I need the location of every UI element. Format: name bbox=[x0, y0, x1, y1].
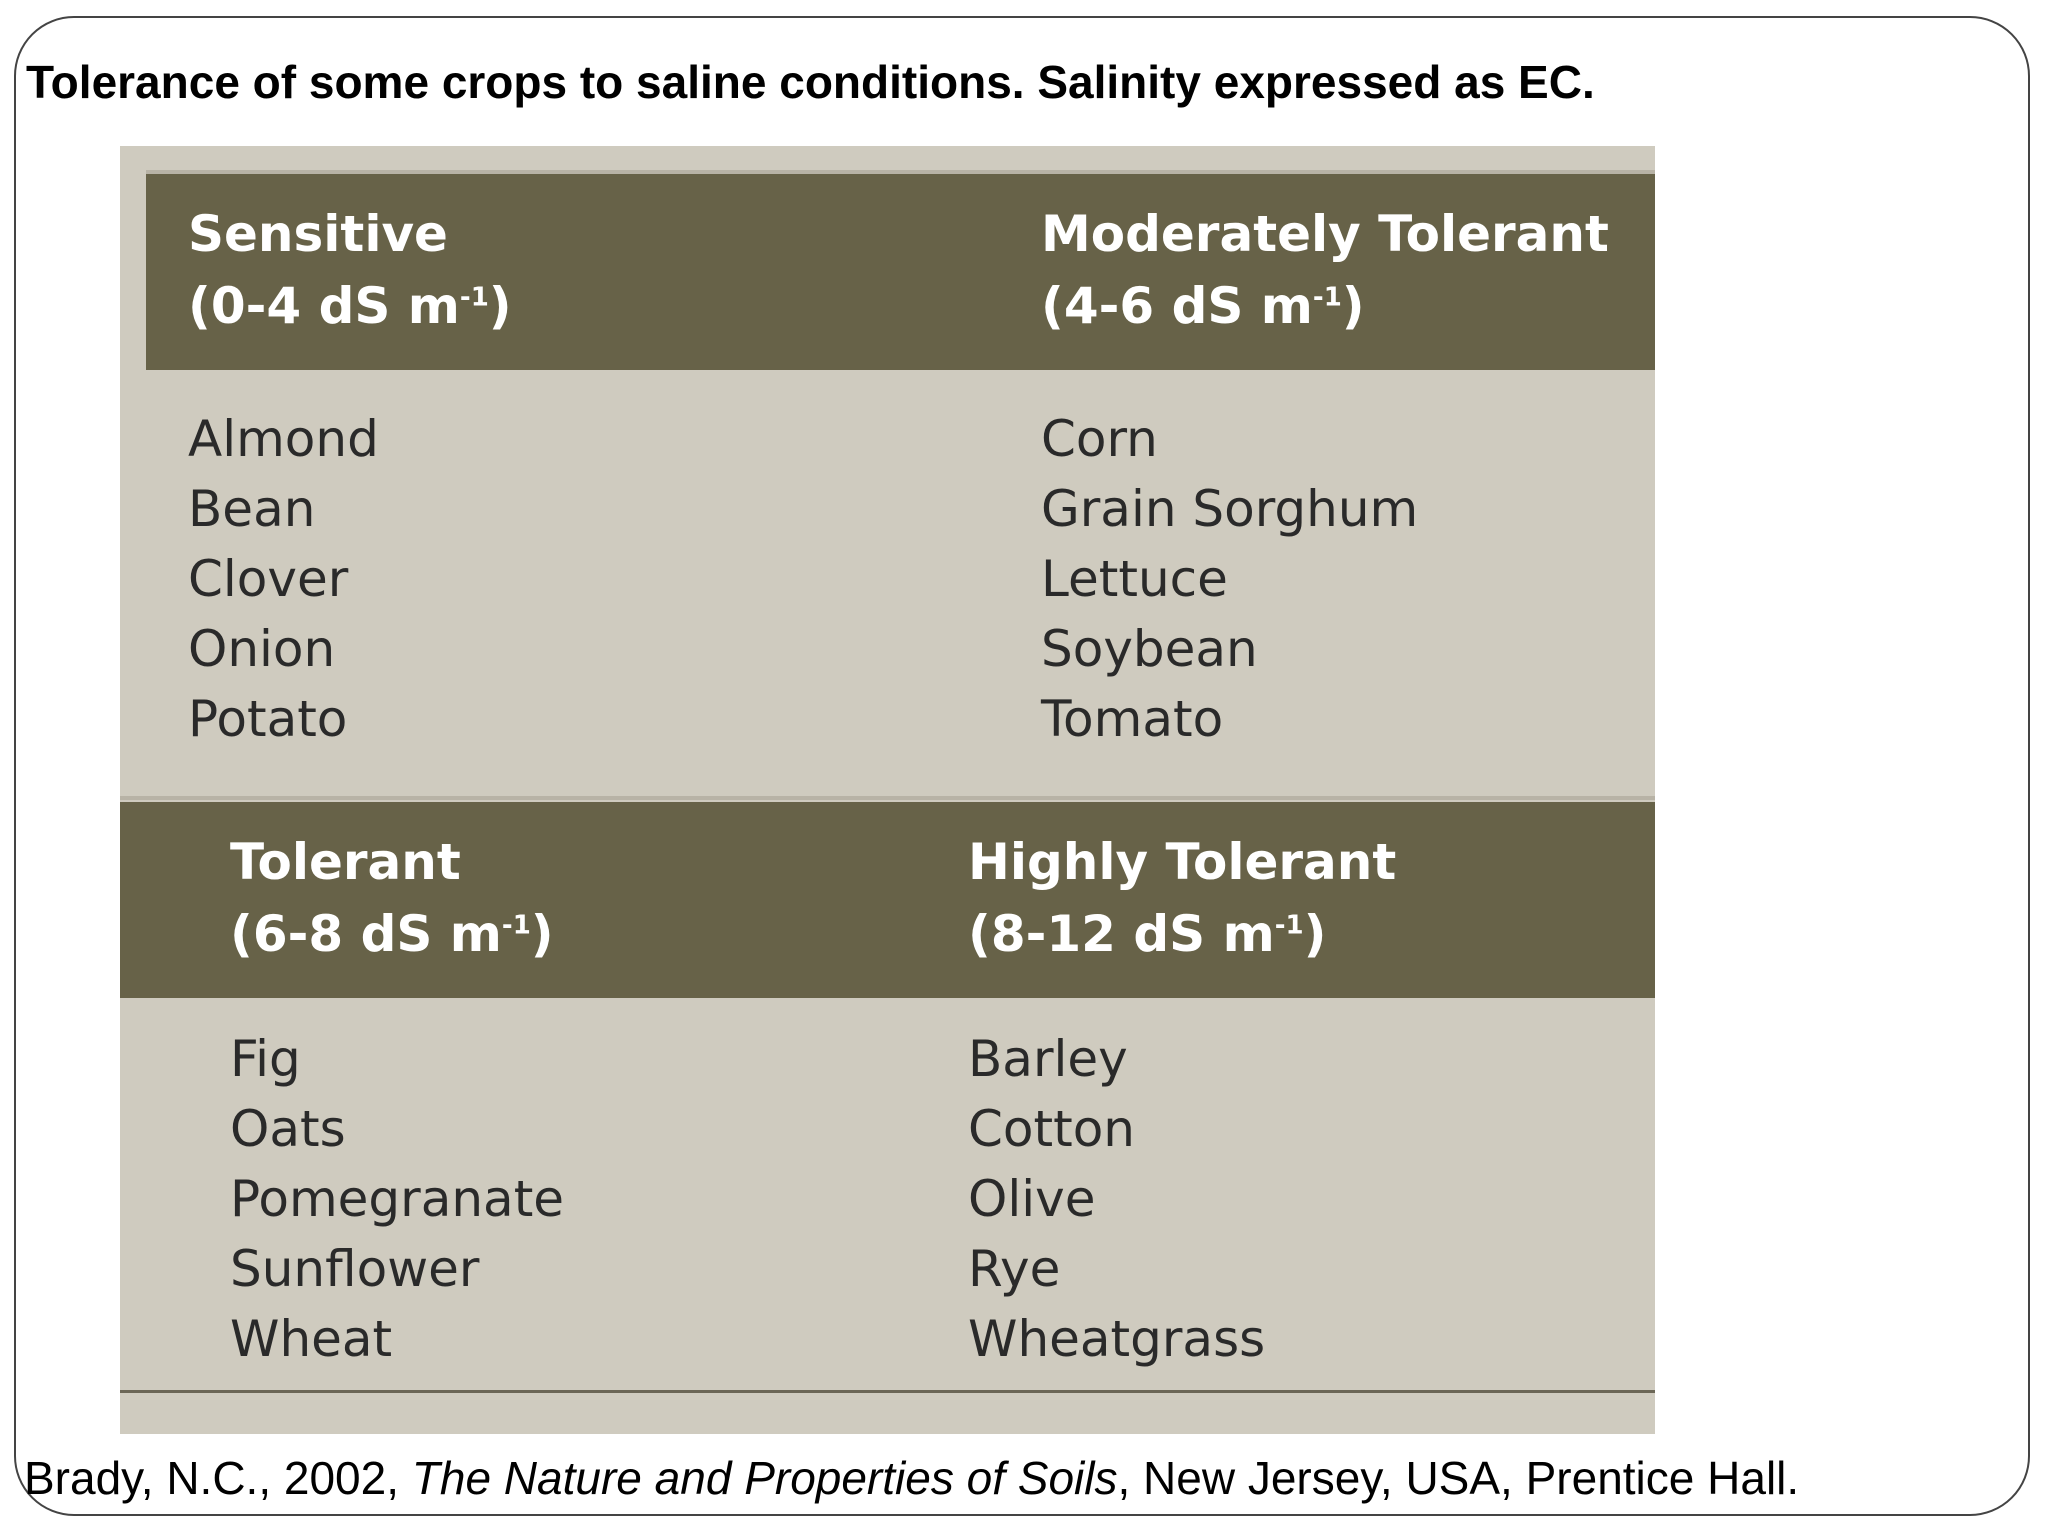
list-item: Barley bbox=[968, 1030, 1128, 1088]
column-header-tolerant: Tolerant (6-8 dS m-1) bbox=[230, 826, 554, 970]
list-item: Grain Sorghum bbox=[1041, 480, 1419, 538]
group-name: Sensitive bbox=[188, 205, 448, 263]
group-name: Tolerant bbox=[230, 833, 461, 891]
header-band-bottom: Tolerant (6-8 dS m-1) Highly Tolerant (8… bbox=[120, 802, 1655, 998]
citation-authors: Brady, N.C., 2002, bbox=[24, 1452, 412, 1504]
list-item: Cotton bbox=[968, 1100, 1135, 1158]
list-item: Onion bbox=[188, 620, 336, 678]
citation: Brady, N.C., 2002, The Nature and Proper… bbox=[24, 1448, 1799, 1508]
list-item: Lettuce bbox=[1041, 550, 1228, 608]
group-name: Highly Tolerant bbox=[968, 833, 1397, 891]
crop-list-tolerant: Fig Oats Pomegranate Sunflower Wheat bbox=[230, 1024, 564, 1374]
column-header-moderately-tolerant: Moderately Tolerant (4-6 dS m-1) bbox=[1041, 198, 1609, 342]
list-item: Soybean bbox=[1041, 620, 1258, 678]
list-item: Sunflower bbox=[230, 1240, 480, 1298]
slide-title: Tolerance of some crops to saline condit… bbox=[26, 56, 1595, 108]
list-item: Bean bbox=[188, 480, 316, 538]
citation-publisher: , New Jersey, USA, Prentice Hall. bbox=[1117, 1452, 1800, 1504]
list-item: Clover bbox=[188, 550, 349, 608]
header-band-top: Sensitive (0-4 dS m-1) Moderately Tolera… bbox=[146, 174, 1655, 370]
list-item: Wheat bbox=[230, 1310, 393, 1368]
list-item: Almond bbox=[188, 410, 379, 468]
salinity-tolerance-table: Sensitive (0-4 dS m-1) Moderately Tolera… bbox=[120, 146, 1655, 1434]
list-item: Olive bbox=[968, 1170, 1096, 1228]
list-item: Potato bbox=[188, 690, 348, 748]
group-range: (8-12 dS m-1) bbox=[968, 905, 1327, 963]
crop-list-sensitive: Almond Bean Clover Onion Potato bbox=[188, 404, 379, 754]
crop-list-highly-tolerant: Barley Cotton Olive Rye Wheatgrass bbox=[968, 1024, 1265, 1374]
table-mid-rule bbox=[120, 796, 1655, 800]
list-item: Corn bbox=[1041, 410, 1158, 468]
list-item: Wheatgrass bbox=[968, 1310, 1266, 1368]
list-item: Tomato bbox=[1041, 690, 1224, 748]
citation-book-title: The Nature and Properties of Soils bbox=[411, 1452, 1118, 1504]
table-top-rule bbox=[146, 170, 1655, 174]
crop-list-moderately-tolerant: Corn Grain Sorghum Lettuce Soybean Tomat… bbox=[1041, 404, 1418, 754]
list-item: Pomegranate bbox=[230, 1170, 565, 1228]
list-item: Fig bbox=[230, 1030, 301, 1088]
table-bottom-rule bbox=[120, 1390, 1655, 1393]
group-range: (6-8 dS m-1) bbox=[230, 905, 554, 963]
group-name: Moderately Tolerant bbox=[1041, 205, 1609, 263]
group-range: (4-6 dS m-1) bbox=[1041, 277, 1365, 335]
column-header-sensitive: Sensitive (0-4 dS m-1) bbox=[188, 198, 512, 342]
list-item: Oats bbox=[230, 1100, 346, 1158]
column-header-highly-tolerant: Highly Tolerant (8-12 dS m-1) bbox=[968, 826, 1396, 970]
list-item: Rye bbox=[968, 1240, 1061, 1298]
group-range: (0-4 dS m-1) bbox=[188, 277, 512, 335]
